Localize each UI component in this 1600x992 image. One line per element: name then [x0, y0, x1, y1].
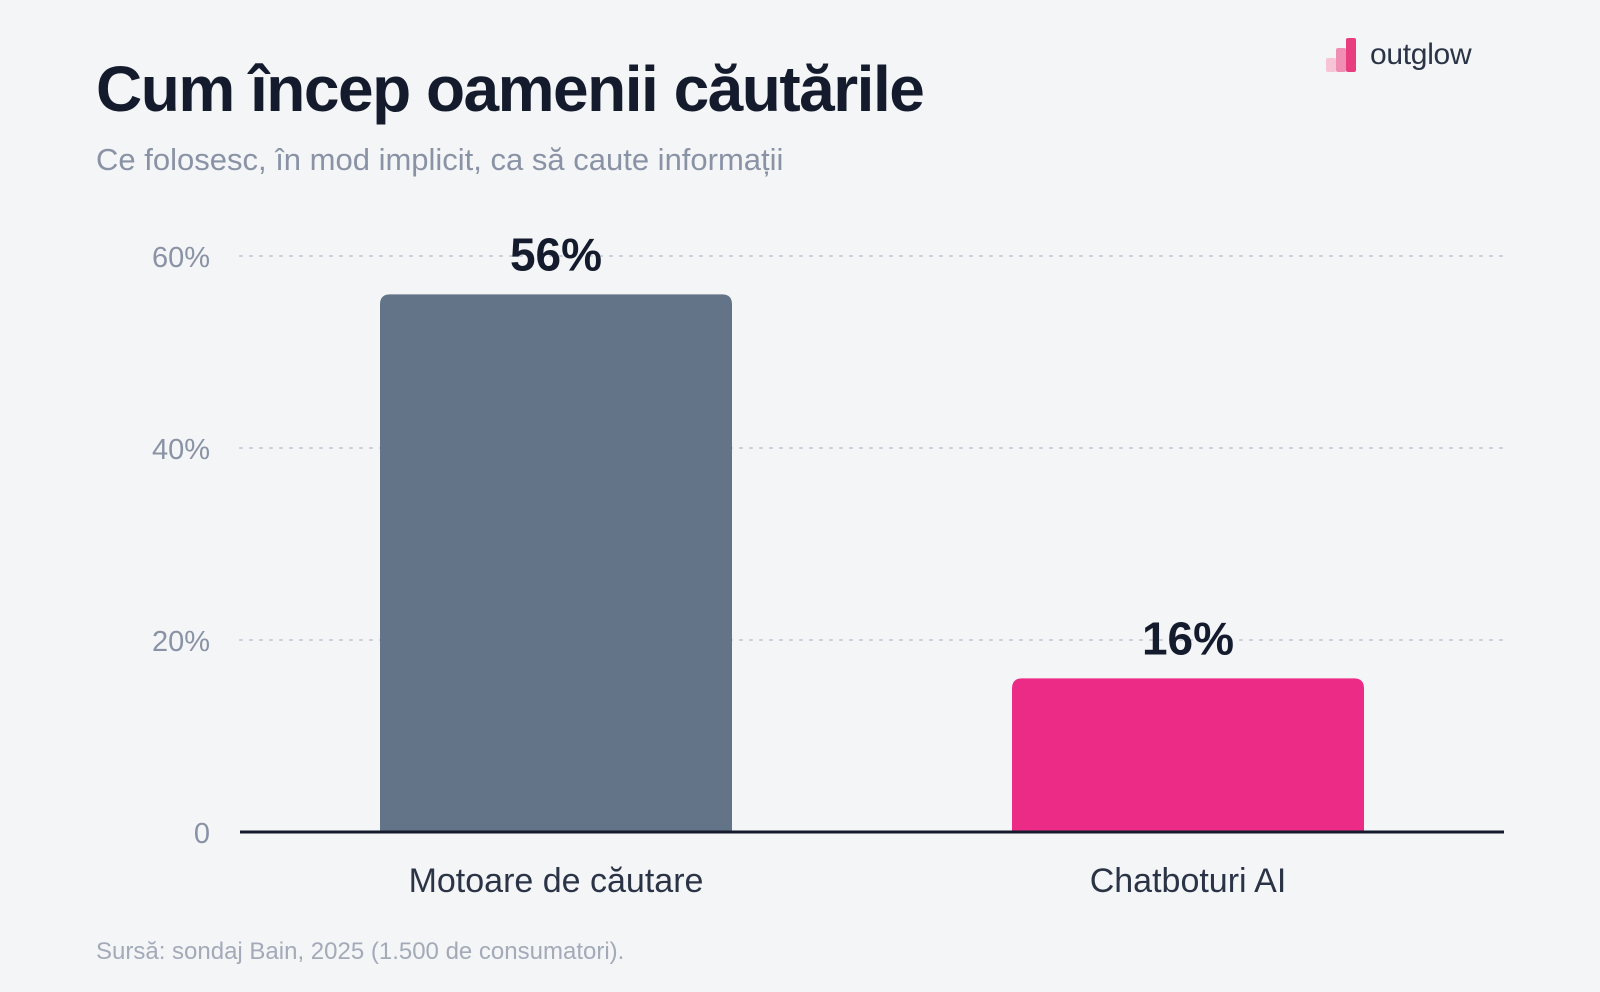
- logo-bar-small: [1326, 58, 1336, 72]
- logo-bar-tall: [1346, 38, 1356, 72]
- source-note: Sursă: sondaj Bain, 2025 (1.500 de consu…: [96, 938, 625, 965]
- bar-value-label: 16%: [1142, 612, 1234, 664]
- bar: [1012, 678, 1364, 832]
- chart-subtitle: Ce folosesc, în mod implicit, ca să caut…: [96, 142, 784, 177]
- bar: [380, 294, 732, 832]
- y-tick-label: 20%: [152, 626, 210, 658]
- brand-logo: outglow: [1326, 36, 1472, 74]
- y-tick-label: 60%: [152, 242, 210, 274]
- x-category-label: Motoare de căutare: [409, 862, 704, 900]
- chart-title: Cum încep oamenii căutările: [96, 53, 925, 125]
- y-tick-label: 40%: [152, 434, 210, 466]
- brand-name: outglow: [1370, 38, 1472, 71]
- bar-logo-icon: [1326, 38, 1356, 72]
- y-tick-label: 0: [194, 818, 210, 850]
- bar-value-label: 56%: [510, 228, 602, 280]
- logo-bar-medium: [1336, 48, 1346, 72]
- x-category-label: Chatboturi AI: [1090, 862, 1287, 900]
